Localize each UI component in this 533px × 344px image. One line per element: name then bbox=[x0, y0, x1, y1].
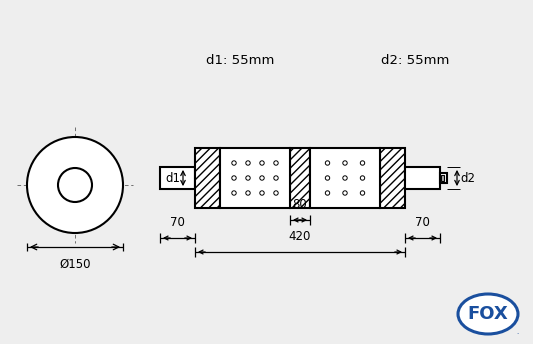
Circle shape bbox=[343, 161, 347, 165]
Text: Ø150: Ø150 bbox=[59, 258, 91, 271]
Circle shape bbox=[260, 176, 264, 180]
Circle shape bbox=[232, 191, 236, 195]
Text: .: . bbox=[516, 329, 518, 335]
Bar bbox=[441, 175, 444, 181]
Text: FOX: FOX bbox=[467, 305, 508, 323]
Circle shape bbox=[360, 161, 365, 165]
Circle shape bbox=[274, 161, 278, 165]
Ellipse shape bbox=[458, 294, 518, 334]
Circle shape bbox=[343, 191, 347, 195]
Circle shape bbox=[27, 137, 123, 233]
Text: 80: 80 bbox=[293, 198, 308, 211]
Circle shape bbox=[325, 161, 330, 165]
Circle shape bbox=[274, 176, 278, 180]
Text: 70: 70 bbox=[170, 216, 185, 229]
Bar bbox=[405, 167, 440, 189]
Circle shape bbox=[360, 176, 365, 180]
Circle shape bbox=[260, 191, 264, 195]
Circle shape bbox=[58, 168, 92, 202]
Bar bbox=[290, 148, 310, 208]
Text: d1: d1 bbox=[165, 172, 180, 184]
Text: 70: 70 bbox=[415, 216, 430, 229]
Circle shape bbox=[360, 191, 365, 195]
Text: d2: d2 bbox=[460, 172, 475, 184]
Text: 420: 420 bbox=[289, 230, 311, 243]
Circle shape bbox=[232, 176, 236, 180]
Circle shape bbox=[325, 176, 330, 180]
Circle shape bbox=[246, 161, 250, 165]
Bar bbox=[160, 167, 195, 189]
Bar bbox=[195, 148, 220, 208]
Circle shape bbox=[325, 191, 330, 195]
Circle shape bbox=[246, 191, 250, 195]
Bar bbox=[310, 148, 380, 208]
Bar bbox=[220, 148, 290, 208]
Text: d2: 55mm: d2: 55mm bbox=[381, 54, 449, 66]
Circle shape bbox=[274, 191, 278, 195]
Bar bbox=[380, 148, 405, 208]
Bar bbox=[440, 173, 447, 183]
Circle shape bbox=[232, 161, 236, 165]
Circle shape bbox=[246, 176, 250, 180]
Circle shape bbox=[343, 176, 347, 180]
Circle shape bbox=[260, 161, 264, 165]
Text: d1: 55mm: d1: 55mm bbox=[206, 54, 274, 66]
